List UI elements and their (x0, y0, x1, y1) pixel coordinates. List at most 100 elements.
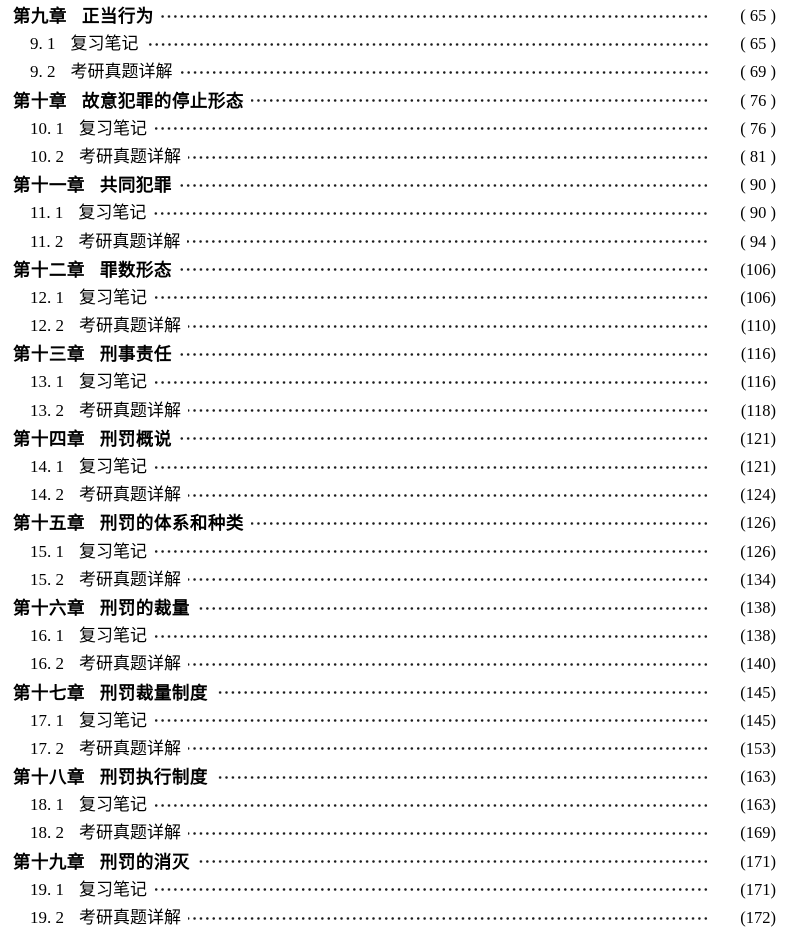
page-number: ( 81 ) (740, 146, 776, 166)
dot-leader (154, 289, 709, 307)
toc-entry-number: 19. 2 (30, 908, 64, 927)
toc-entry: 9. 2 考研真题详解 ( 69 ) (0, 58, 790, 86)
dot-leader (179, 261, 709, 279)
toc-entry: 10. 2 考研真题详解 ( 81 ) (0, 143, 790, 171)
page-number: (126) (740, 541, 776, 561)
toc-entry-title: 刑罚的裁量 (100, 597, 190, 618)
page-number: (145) (740, 682, 776, 702)
toc-entry: 18. 2 考研真题详解 (169) (0, 819, 790, 847)
dot-leader (251, 514, 709, 532)
dot-leader (154, 712, 709, 730)
toc-entry: 17. 1 复习笔记 (145) (0, 707, 790, 735)
dot-leader (188, 740, 709, 758)
page-number: ( 76 ) (740, 118, 776, 138)
toc-entry: 第十九章 刑罚的消灭 (171) (0, 848, 790, 876)
page-number: (121) (740, 457, 776, 476)
toc-entry-title: 考研真题详解 (79, 316, 181, 336)
toc-entry: 15. 2 考研真题详解 (134) (0, 566, 790, 594)
toc-entry-title: 复习笔记 (79, 372, 147, 392)
toc-entry: 第十章 故意犯罪的停止形态 ( 76 ) (0, 87, 790, 115)
toc-entry-number: 10. 1 (30, 118, 64, 138)
page-number: (116) (740, 344, 776, 364)
toc-entry: 第十三章 刑事责任 (116) (0, 340, 790, 368)
toc-entry: 第十五章 刑罚的体系和种类 (126) (0, 509, 790, 537)
dot-leader (188, 571, 709, 589)
toc-entry-title: 复习笔记 (79, 118, 147, 138)
dot-leader (188, 825, 709, 843)
dot-leader (154, 120, 709, 138)
page-number: (169) (740, 823, 776, 843)
toc-entry: 16. 1 复习笔记 (138) (0, 622, 790, 650)
toc-entry: 16. 2 考研真题详解 (140) (0, 650, 790, 678)
toc-entry-number: 15. 2 (30, 569, 64, 589)
toc-entry: 第十八章 刑罚执行制度 (163) (0, 763, 790, 791)
toc-entry-number: 第十八章 (13, 767, 85, 788)
toc-entry-number: 13. 2 (30, 400, 64, 420)
toc-entry-number: 第十九章 (13, 851, 85, 872)
page-number: (116) (740, 372, 776, 392)
toc-entry-title: 考研真题详解 (79, 485, 181, 505)
toc-entry-number: 16. 2 (30, 654, 64, 674)
dot-leader (153, 204, 709, 222)
toc-entry: 13. 1 复习笔记 (116) (0, 368, 790, 396)
page-number: (171) (740, 851, 776, 871)
toc-entry-number: 第十七章 (13, 682, 85, 703)
toc-entry-title: 考研真题详解 (79, 823, 181, 843)
toc-entry: 12. 2 考研真题详解 (110) (0, 312, 790, 340)
toc-entry-number: 11. 1 (30, 203, 64, 223)
toc-entry-number: 9. 1 (30, 34, 56, 54)
toc-entry-number: 18. 2 (30, 823, 64, 843)
toc-entry-number: 10. 2 (30, 146, 64, 166)
toc-entry-title: 正当行为 (82, 6, 154, 26)
page-number: (126) (740, 513, 776, 533)
dot-leader (179, 63, 709, 81)
toc-entry-number: 第十六章 (13, 597, 85, 618)
toc-entry-number: 14. 1 (30, 457, 64, 476)
toc-entry-title: 考研真题详解 (79, 654, 181, 674)
toc-entry-title: 刑罚的消灭 (100, 851, 190, 872)
toc-entry-number: 13. 1 (30, 372, 64, 392)
page-number: (140) (740, 654, 776, 674)
toc-entry: 14. 1 复习笔记 (121) (0, 453, 790, 481)
toc-entry: 第十四章 刑罚概说 (121) (0, 425, 790, 453)
toc-entry-title: 考研真题详解 (79, 738, 181, 758)
toc-entry: 19. 2 考研真题详解 (172) (0, 904, 790, 932)
toc-entry-number: 14. 2 (30, 485, 64, 505)
toc-entry: 11. 1 复习笔记 ( 90 ) (0, 199, 790, 227)
page-number: (121) (740, 428, 776, 448)
toc-entry-number: 第十二章 (13, 259, 85, 280)
dot-leader (215, 768, 709, 786)
toc-entry-number: 12. 1 (30, 287, 64, 307)
toc-entry-title: 考研真题详解 (79, 908, 181, 927)
toc-entry-title: 刑罚执行制度 (100, 767, 208, 788)
page-number: ( 69 ) (740, 62, 776, 82)
toc-entry-title: 复习笔记 (79, 287, 147, 307)
page-number: (153) (740, 738, 776, 758)
page-number: (138) (740, 626, 776, 646)
dot-leader (188, 148, 709, 166)
page-number: (110) (740, 316, 776, 336)
page-number: (145) (740, 710, 776, 730)
dot-leader (188, 402, 709, 420)
toc-entry-number: 第十三章 (13, 344, 85, 365)
toc-entry: 第十一章 共同犯罪 ( 90 ) (0, 171, 790, 199)
page-number: ( 94 ) (740, 231, 776, 251)
toc-entry-number: 第十章 (13, 90, 67, 111)
toc-entry: 第九章 正当行为 ( 65 ) (0, 2, 790, 30)
toc-entry-number: 19. 1 (30, 879, 64, 899)
toc-entry-title: 复习笔记 (78, 203, 147, 223)
toc-entry: 9. 1 复习笔记 ( 65 ) (0, 30, 790, 58)
dot-leader (179, 345, 709, 363)
toc-entry: 13. 2 考研真题详解 (118) (0, 397, 790, 425)
dot-leader (154, 627, 709, 645)
toc-entry: 18. 1 复习笔记 (163) (0, 791, 790, 819)
toc-entry-title: 故意犯罪的停止形态 (82, 90, 244, 111)
toc-entry: 19. 1 复习笔记 (171) (0, 876, 790, 904)
toc-entry-title: 复习笔记 (79, 626, 147, 646)
toc-entry-title: 考研真题详解 (79, 146, 181, 166)
page-number: ( 76 ) (740, 90, 776, 110)
toc-entry-title: 刑事责任 (100, 344, 172, 365)
toc-entry-title: 刑罚的体系和种类 (100, 513, 244, 534)
